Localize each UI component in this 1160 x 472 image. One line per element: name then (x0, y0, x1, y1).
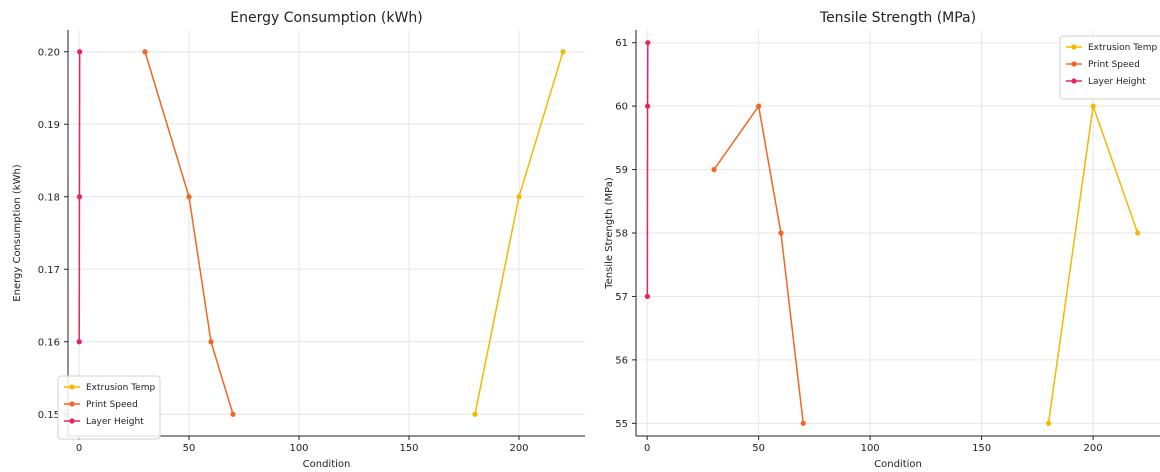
legend-marker (1071, 78, 1077, 84)
y-tick-label: 0.16 (38, 337, 60, 348)
legend-marker (69, 418, 75, 424)
legend-marker (69, 384, 75, 390)
y-tick-label: 0.15 (38, 410, 60, 421)
y-tick-label: 57 (615, 292, 628, 303)
legend: Extrusion Temp Print Speed Layer Height (57, 375, 161, 440)
legend-label: Extrusion Temp (1088, 43, 1157, 53)
legend-item-print-speed: Print Speed (1066, 60, 1140, 70)
x-tick-label: 0 (644, 443, 650, 454)
data-point-print-speed (142, 49, 148, 55)
data-point-extrusion-temp (1090, 103, 1096, 109)
x-tick-label: 200 (509, 443, 528, 454)
y-tick-label: 0.17 (38, 265, 60, 276)
data-point-layer-height (644, 293, 650, 300)
legend-item-layer-height: Layer Height (64, 417, 144, 427)
chart-title: Tensile Strength (MPa) (819, 10, 976, 26)
legend-label: Extrusion Temp (86, 383, 155, 393)
x-tick-label: 150 (972, 443, 991, 454)
grid (636, 30, 1160, 436)
data-point-layer-height (76, 339, 82, 345)
legend-marker (69, 401, 75, 407)
data-point-print-speed (778, 230, 784, 236)
y-axis-label: Tensile Strength (MPa) (604, 177, 615, 290)
data-point-layer-height (76, 194, 83, 200)
legend-item-extrusion-temp: Extrusion Temp (1066, 43, 1157, 53)
grid (68, 30, 585, 436)
x-tick-label: 200 (1084, 443, 1103, 454)
legend-item-print-speed: Print Speed (64, 400, 138, 410)
legend-label: Layer Height (1088, 77, 1146, 87)
series-extrusion-temp (1045, 103, 1141, 426)
series-layer-height (76, 49, 83, 345)
series-extrusion-temp (472, 49, 566, 417)
y-tick-label: 61 (615, 38, 628, 49)
x-tick-label: 150 (399, 443, 418, 454)
x-tick-label: 50 (752, 443, 765, 454)
data-point-print-speed (230, 411, 236, 417)
x-tick-label: 100 (861, 443, 880, 454)
legend-box (1059, 35, 1160, 100)
series-line-print-speed (144, 51, 234, 415)
y-tick-label: 60 (615, 102, 628, 113)
data-point-extrusion-temp (1045, 420, 1052, 426)
series-print-speed (142, 49, 236, 417)
data-point-layer-height (77, 49, 83, 55)
series-print-speed (711, 103, 806, 426)
x-tick-label: 0 (76, 443, 82, 454)
y-tick-label: 56 (615, 355, 628, 366)
y-tick-label: 55 (615, 419, 628, 430)
data-point-layer-height (645, 40, 651, 46)
x-tick-label: 50 (183, 443, 196, 454)
x-axis-label: Condition (874, 459, 922, 470)
data-point-print-speed (711, 166, 717, 173)
y-tick-label: 0.20 (38, 47, 60, 58)
legend-item-extrusion-temp: Extrusion Temp (64, 383, 155, 393)
x-tick-label: 100 (289, 443, 308, 454)
data-point-print-speed (186, 194, 192, 200)
x-axis-label: Condition (303, 459, 351, 470)
legend-label: Print Speed (86, 400, 138, 410)
legend-box (57, 375, 161, 440)
y-tick-label: 58 (615, 229, 628, 240)
data-point-print-speed (208, 339, 214, 345)
series-line-print-speed (713, 104, 804, 424)
data-point-extrusion-temp (1135, 230, 1141, 236)
chart-title: Energy Consumption (kWh) (230, 10, 422, 26)
data-point-extrusion-temp (516, 194, 522, 200)
legend-label: Layer Height (86, 417, 144, 427)
y-tick-label: 0.19 (38, 120, 60, 131)
series-layer-height (644, 40, 651, 300)
chart-energy-consumption: 0 50 100 150 200 0.15 0.16 0.17 0.18 0.19 0.20 Ener… (12, 10, 585, 470)
legend: Extrusion Temp Print Speed Layer Height (1059, 35, 1160, 100)
data-point-print-speed (756, 103, 762, 109)
y-tick-label: 0.18 (38, 192, 60, 203)
chart-tensile-strength: 0 50 100 150 200 55 56 57 58 59 60 61 Tensile Streng… (604, 10, 1160, 470)
legend-label: Print Speed (1088, 60, 1140, 70)
data-point-print-speed (800, 420, 806, 426)
y-axis-label: Energy Consumption (kWh) (12, 164, 23, 302)
legend-marker (1071, 61, 1077, 67)
y-tick-label: 59 (615, 165, 628, 176)
data-point-extrusion-temp (472, 411, 478, 417)
data-point-layer-height (644, 103, 651, 109)
legend-item-layer-height: Layer Height (1066, 77, 1146, 87)
legend-marker (1071, 44, 1077, 50)
data-point-extrusion-temp (560, 49, 566, 55)
